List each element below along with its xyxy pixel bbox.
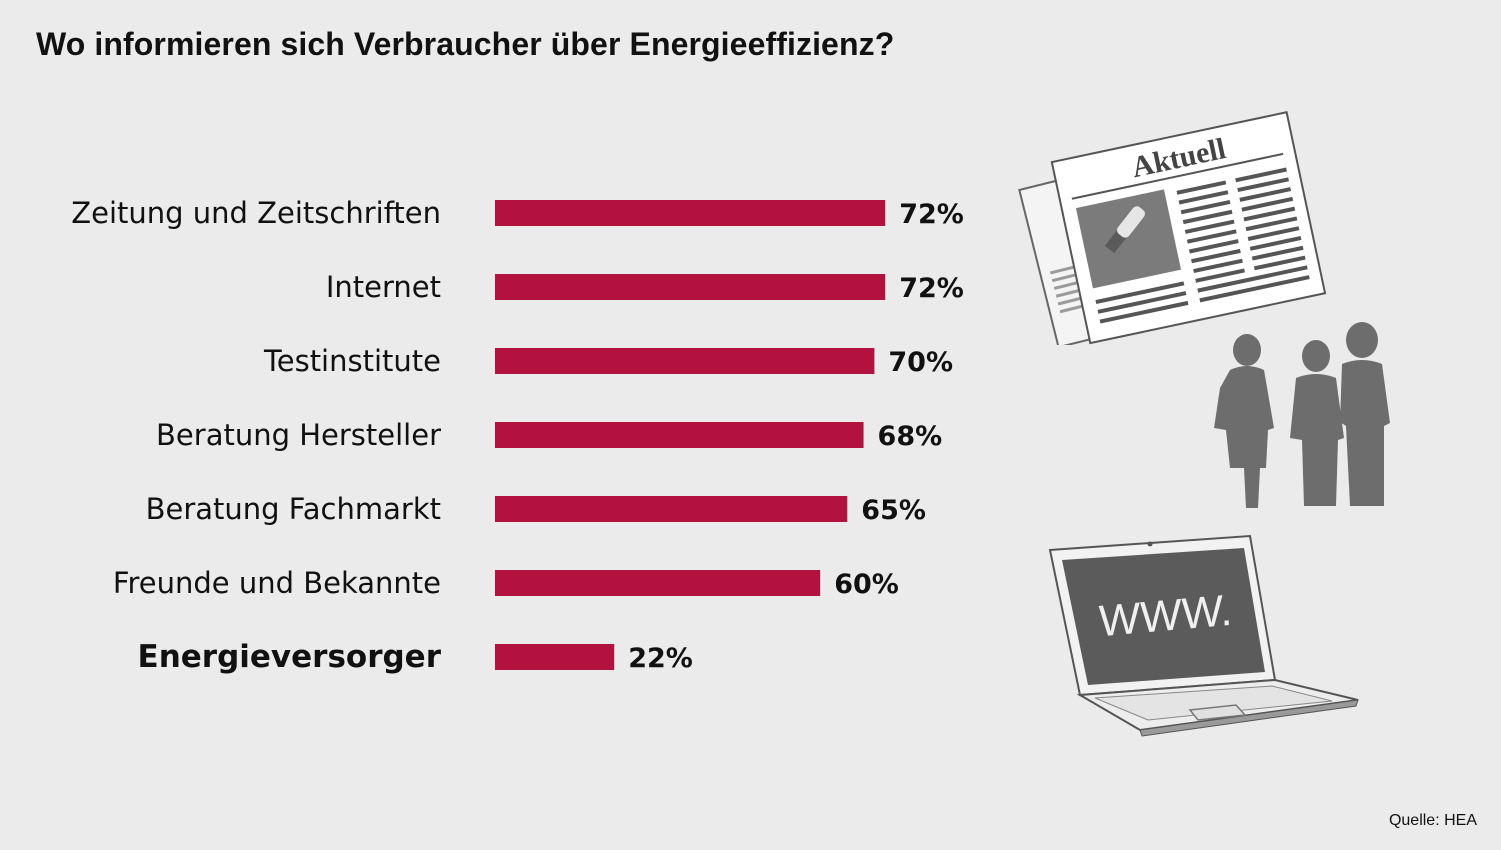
category-label: Beratung Hersteller	[156, 418, 441, 452]
people-silhouettes-icon	[1214, 322, 1390, 508]
bar	[495, 422, 864, 448]
bar	[495, 348, 875, 374]
value-label: 65%	[861, 495, 926, 526]
value-label: 70%	[888, 347, 953, 378]
newspaper-icon: Aktuell	[1018, 111, 1327, 345]
category-label: Beratung Fachmarkt	[146, 492, 441, 526]
laptop-icon: WWW.	[1048, 534, 1359, 737]
category-label: Energieversorger	[138, 639, 442, 675]
laptop-screen	[1062, 548, 1265, 685]
value-label: 72%	[899, 199, 964, 230]
webcam-dot	[1147, 541, 1153, 547]
value-label: 60%	[834, 569, 899, 600]
screen-text: WWW.	[1098, 586, 1233, 647]
front-newspaper-sheet	[1050, 111, 1327, 345]
category-label: Internet	[326, 270, 441, 304]
man-front-silhouette	[1290, 340, 1344, 506]
bar	[495, 496, 848, 522]
newspaper-photo	[1075, 189, 1182, 289]
bar	[495, 570, 821, 596]
value-label: 22%	[628, 643, 693, 674]
bar	[495, 644, 615, 670]
bar-chart: Zeitung und Zeitschriften 72% Internet 72% T…	[71, 196, 964, 675]
keyboard-area	[1094, 685, 1333, 721]
touchpad	[1188, 704, 1247, 721]
bar	[495, 274, 886, 300]
source-note: Quelle: HEA	[1388, 812, 1477, 829]
man-back-silhouette	[1340, 322, 1390, 506]
bar	[495, 200, 886, 226]
woman-silhouette	[1214, 334, 1274, 508]
lightbulb-icon	[1104, 206, 1145, 254]
category-label: Zeitung und Zeitschriften	[71, 196, 441, 230]
category-label: Freunde und Bekannte	[113, 566, 441, 600]
category-label: Testinstitute	[263, 344, 441, 378]
value-label: 68%	[878, 421, 943, 452]
value-label: 72%	[899, 273, 964, 304]
chart-title: Wo informieren sich Verbraucher über Ene…	[36, 26, 895, 62]
